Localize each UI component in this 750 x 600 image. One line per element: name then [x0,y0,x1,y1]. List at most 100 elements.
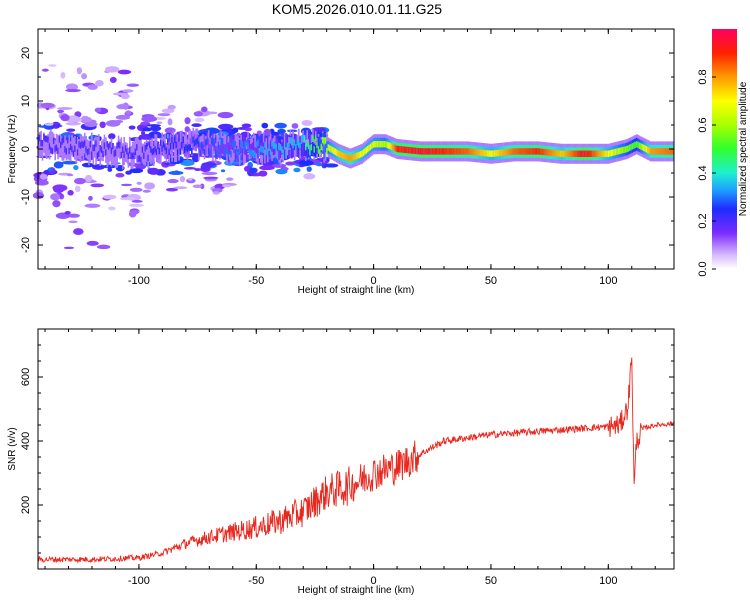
spectrogram-ridge-cell [55,133,58,147]
spectrogram-ridge-cell [279,145,282,159]
spectrogram-ridge-cell [75,144,78,165]
spectrogram-ridge-cell [110,147,113,154]
spectrogram-ridge-cell [413,147,416,154]
spectrogram-ridge-cell [321,136,324,144]
spectrogram-blob [105,120,121,127]
spectrogram-blob [136,181,142,185]
spectrogram-ridge-cell [51,148,54,155]
spectrogram-ridge-cell [96,152,99,159]
spectrogram-blob [218,123,234,130]
spectrogram-blob [241,123,252,128]
spectrogram-blob [84,121,98,128]
spectrogram-ridge-cell [238,147,241,154]
spectrogram-ridge-cell [423,148,425,155]
spectrogram-ridge-cell [160,139,162,146]
spectrogram-ridge-cell [67,137,69,144]
spectrogram-ridge-cell [517,148,520,155]
spectrogram-ridge-cell [440,148,442,155]
spectrogram-ridge-cell [448,148,451,155]
spectrogram-ridge-cell [303,135,306,142]
spectrogram-ridge-cell [324,139,327,153]
spectrogram-ridge-cell [231,142,234,163]
spectrogram-ridge-cell [523,148,525,155]
spectrogram-ridge-cell [262,132,265,153]
spectrogram-ridge-cell [198,140,200,148]
spectrogram-ridge-cell [623,146,625,154]
spectrogram-ridge-cell [276,139,279,153]
spectrogram-ridge-cell [48,143,51,150]
spectrogram-ridge-cell [435,148,438,155]
spectrogram-ridge-cell [252,151,255,159]
spectrogram-ridge-cell [117,144,120,158]
spectrogram-blob [81,162,94,168]
spectrogram-ridge-cell [312,140,314,154]
spectrogram-ridge-cell [430,148,432,155]
spectrogram-ridge-cell [140,156,142,164]
spectrogram-ridge-cell [247,142,249,150]
spectrogram-ridge-cell [359,151,362,158]
spectrogram-ridge-cell [296,138,299,146]
spectrogram-ridge-cell [454,148,456,155]
spectrogram-ridge-cell [174,137,176,151]
spectrogram-ridge-cell [390,143,393,150]
spectrogram-ridge-cell [588,150,590,157]
spectrogram-ridge-cell [44,135,47,142]
spectrogram-ridge-cell [181,131,183,145]
spectrogram-ridge-cell [229,141,231,155]
spectrogram-ridge-cell [300,136,303,143]
spectrogram-ridge-cell [337,150,340,157]
spectrogram-ridge-cell [489,150,492,157]
spectrogram-ridge-cell [298,141,300,148]
spectrogram-ridge-cell [500,149,503,156]
spectrogram-ridge-cell [547,149,549,156]
spectrogram-ridge-cell [109,141,111,149]
spectrogram-ridge-cell [307,142,310,150]
spectrogram-blob [204,127,220,135]
spectrogram-ridge-cell [88,140,90,154]
spectrogram-ridge-cell [221,138,224,145]
spectrogram-ridge-cell [171,136,173,144]
spectrogram-ridge-cell [595,150,597,157]
spectrogram-ridge-cell [631,143,634,150]
colorbar: 0.0 0.2 0.4 0.6 0.8 Normalized spectral ampl… [697,29,749,277]
spectrogram-ridge-cell [221,141,224,155]
spectrogram-ridge-cell [261,146,263,153]
spectrogram-ridge-cell [292,144,294,158]
spectrogram-ridge-cell [62,144,65,158]
spectrogram-blob [167,118,173,126]
spectrogram-blob [51,124,63,128]
spectrogram-ridge-cell [650,148,652,155]
spectrogram-ridge-cell [375,141,378,148]
spectrogram-ridge-cell [278,143,280,150]
spectrogram-ridge-cell [530,148,532,155]
spectrogram-ridge-cell [105,137,107,158]
spectrogram-blob [323,163,339,168]
spectrogram-ridge-cell [182,136,185,143]
spectrogram-blob [74,177,86,185]
spectrogram-blob [40,102,55,109]
spectrogram-ridge-cell [496,149,499,157]
spectrogram-ridge-cell [143,152,145,159]
snr-y-ticks: 200 400 600 [20,328,674,570]
spectrogram-ridge-cell [372,141,375,148]
spectrogram-blob [108,133,116,140]
spectrogram-ridge-cell [492,150,494,157]
spectrogram-ridge-cell [316,141,318,149]
spectrogram-y-axis-title: Frequency (Hz) [7,115,18,184]
spectrogram-ridge-cell [258,150,261,157]
colorbar-title: Normalized spectral amplitude [738,81,749,216]
spectrogram-blob [107,167,113,172]
spectrogram-ridge-cell [120,151,123,159]
spectrogram-ridge-cell [93,144,96,151]
spectrogram-ridge-cell [133,141,135,155]
spectrogram-ridge-cell [185,144,187,158]
spectrogram-ridge-cell [114,149,117,156]
spectrogram-ridge-cell [243,144,245,165]
spectrogram-ridge-cell [312,135,314,142]
spectrogram-ridge-cell [276,150,279,158]
spectrogram-ridge-cell [203,148,206,156]
spectrogram-blob [222,184,232,188]
spectrogram-ridge-cell [274,142,276,149]
spectrogram-ridge-cell [281,146,283,153]
spectrogram-ridge-cell [324,137,327,144]
